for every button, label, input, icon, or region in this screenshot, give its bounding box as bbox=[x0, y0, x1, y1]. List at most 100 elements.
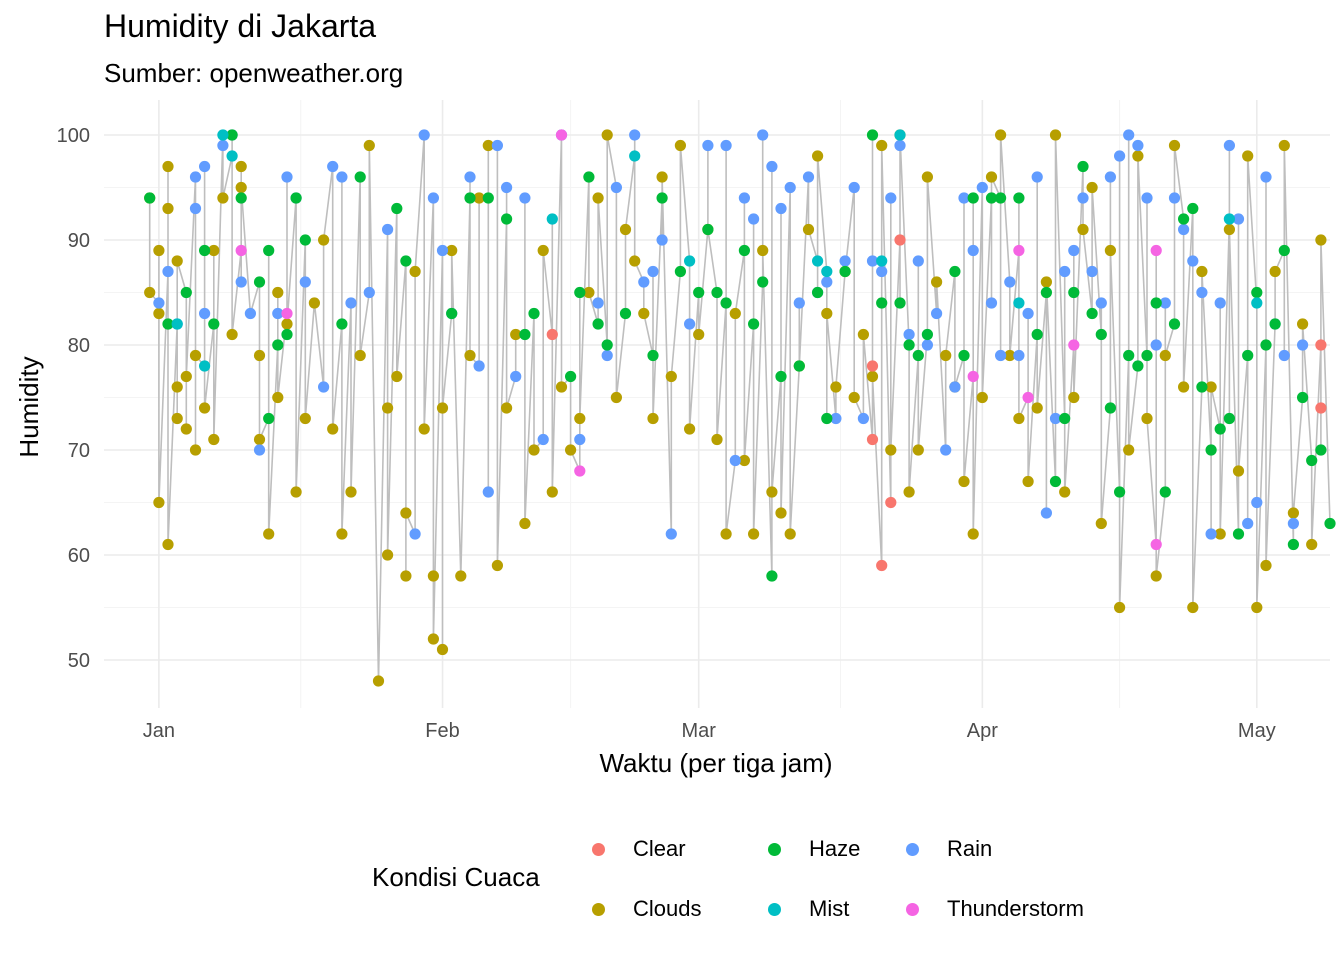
point-thunderstorm bbox=[1013, 244, 1025, 257]
point-rain bbox=[519, 192, 531, 204]
point-clouds bbox=[903, 486, 915, 498]
point-rain bbox=[1031, 171, 1043, 183]
point-haze bbox=[894, 297, 906, 309]
point-clouds bbox=[1150, 570, 1162, 582]
chart-subtitle: Sumber: openweather.org bbox=[104, 58, 404, 88]
point-rain bbox=[876, 265, 888, 278]
point-rain bbox=[574, 433, 586, 446]
point-rain bbox=[866, 255, 879, 267]
point-haze bbox=[1123, 349, 1135, 362]
point-rain bbox=[1040, 507, 1052, 519]
point-mist bbox=[812, 255, 824, 267]
point-clear bbox=[866, 360, 879, 372]
point-haze bbox=[619, 307, 632, 320]
point-rain bbox=[1086, 265, 1098, 278]
point-clouds bbox=[318, 234, 330, 246]
point-haze bbox=[1141, 349, 1153, 362]
point-haze bbox=[793, 360, 805, 372]
point-haze bbox=[1187, 202, 1199, 215]
point-thunderstorm bbox=[1150, 538, 1162, 551]
point-clouds bbox=[656, 171, 668, 183]
point-haze bbox=[501, 213, 513, 225]
point-rain bbox=[1278, 349, 1290, 362]
point-haze bbox=[1324, 517, 1336, 530]
point-clouds bbox=[1315, 234, 1327, 246]
point-mist bbox=[629, 150, 641, 162]
x-tick-label: Feb bbox=[425, 720, 459, 742]
point-clouds bbox=[619, 223, 632, 236]
point-haze bbox=[1077, 160, 1089, 173]
point-rain bbox=[885, 192, 897, 204]
point-clouds bbox=[940, 349, 952, 362]
point-haze bbox=[1232, 528, 1245, 540]
point-mist bbox=[1223, 213, 1235, 225]
point-haze bbox=[574, 286, 586, 299]
point-clouds bbox=[199, 402, 211, 414]
point-mist bbox=[217, 129, 229, 141]
y-axis-ticks: 50 60 70 80 90 100 bbox=[57, 125, 90, 672]
point-haze bbox=[1159, 486, 1171, 498]
point-haze bbox=[565, 370, 577, 383]
point-clear bbox=[546, 328, 558, 341]
point-clouds bbox=[967, 528, 979, 540]
point-clouds bbox=[976, 391, 988, 404]
point-rain bbox=[253, 444, 266, 456]
point-thunderstorm bbox=[281, 307, 293, 320]
point-rain bbox=[1260, 171, 1272, 183]
legend-item-mist: Mist bbox=[768, 896, 849, 922]
point-clouds bbox=[1242, 150, 1254, 162]
point-rain bbox=[793, 297, 805, 309]
point-rain bbox=[1297, 339, 1309, 351]
point-clouds bbox=[1114, 601, 1126, 614]
point-clouds bbox=[583, 286, 595, 299]
point-mist bbox=[546, 213, 558, 225]
point-haze bbox=[464, 192, 476, 204]
point-clouds bbox=[1022, 475, 1034, 488]
y-tick-label: 50 bbox=[68, 650, 90, 672]
point-haze bbox=[162, 318, 174, 330]
point-haze bbox=[647, 349, 659, 362]
point-rain bbox=[857, 412, 870, 425]
point-rain bbox=[684, 318, 696, 330]
point-clouds bbox=[290, 486, 302, 498]
point-mist bbox=[894, 129, 906, 141]
point-haze bbox=[839, 265, 851, 278]
point-clouds bbox=[1269, 265, 1281, 278]
point-clouds bbox=[1159, 349, 1171, 362]
point-haze bbox=[482, 192, 494, 204]
point-rain bbox=[921, 339, 934, 351]
point-rain bbox=[1049, 412, 1062, 425]
point-clouds bbox=[775, 507, 787, 519]
point-mist bbox=[1251, 297, 1263, 309]
point-clouds bbox=[638, 307, 650, 320]
point-clouds bbox=[1031, 402, 1043, 414]
point-haze bbox=[1205, 444, 1217, 456]
point-clouds bbox=[629, 255, 641, 267]
point-haze bbox=[1269, 318, 1281, 330]
point-rain bbox=[199, 160, 211, 173]
point-clear bbox=[1315, 339, 1327, 351]
point-clouds bbox=[555, 381, 568, 393]
point-clouds bbox=[327, 423, 339, 435]
point-clouds bbox=[208, 244, 220, 257]
point-haze bbox=[354, 171, 366, 183]
point-clouds bbox=[830, 381, 842, 393]
point-clouds bbox=[684, 423, 696, 435]
x-tick-label: Jan bbox=[143, 720, 175, 742]
data-points bbox=[144, 129, 1336, 687]
point-rain bbox=[848, 181, 860, 194]
point-haze bbox=[866, 129, 879, 141]
point-rain bbox=[217, 139, 229, 152]
legend-item-haze: Haze bbox=[768, 836, 860, 862]
point-clouds bbox=[272, 286, 284, 299]
point-rain bbox=[766, 160, 778, 173]
point-clouds bbox=[308, 297, 320, 309]
point-rain bbox=[601, 349, 613, 362]
point-clouds bbox=[436, 643, 449, 656]
legend: Kondisi Cuaca Clear Clouds Haze Mist Rain Thu… bbox=[372, 828, 1132, 938]
point-haze bbox=[281, 328, 293, 341]
point-clouds bbox=[1086, 181, 1098, 194]
point-haze bbox=[208, 318, 220, 330]
point-clouds bbox=[363, 139, 375, 152]
point-clouds bbox=[180, 423, 192, 435]
